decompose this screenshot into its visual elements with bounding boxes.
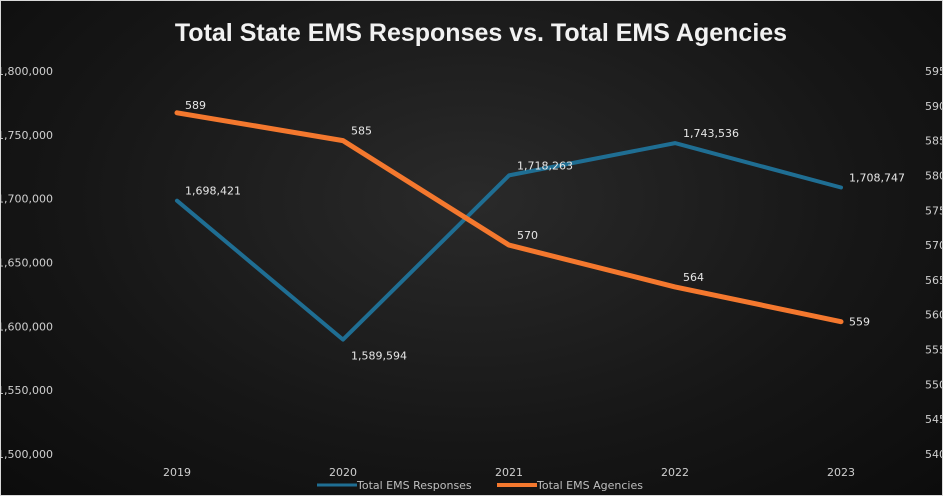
y-right-tick-label: 575 bbox=[925, 204, 943, 217]
y-right-tick-label: 560 bbox=[925, 309, 943, 322]
x-tick-label: 2023 bbox=[827, 466, 855, 479]
y-left-tick-label: 1,600,000 bbox=[1, 320, 53, 333]
y-right-tick-label: 555 bbox=[925, 344, 943, 357]
series-line-ems-responses bbox=[175, 141, 843, 342]
y-left-tick-label: 1,700,000 bbox=[1, 193, 53, 206]
data-label-ems-responses: 1,718,263 bbox=[517, 159, 573, 172]
y-left-tick-label: 1,750,000 bbox=[1, 129, 53, 142]
x-tick-label: 2022 bbox=[661, 466, 689, 479]
y-right-tick-label: 590 bbox=[925, 100, 943, 113]
series-line-ems-agencies bbox=[174, 110, 844, 325]
data-label-ems-responses: 1,698,421 bbox=[185, 185, 241, 198]
legend-label: Total EMS Agencies bbox=[536, 479, 643, 492]
data-label-ems-agencies: 559 bbox=[849, 316, 870, 329]
y-left-tick-label: 1,500,000 bbox=[1, 448, 53, 461]
data-label-ems-agencies: 570 bbox=[517, 229, 538, 242]
data-label-ems-agencies: 589 bbox=[185, 99, 206, 112]
y-right-tick-label: 580 bbox=[925, 169, 943, 182]
y-right-tick-label: 595 bbox=[925, 65, 943, 78]
data-label-ems-agencies: 564 bbox=[683, 271, 704, 284]
y-right-tick-label: 545 bbox=[925, 413, 943, 426]
data-label-ems-responses: 1,589,594 bbox=[351, 350, 407, 363]
legend-label: Total EMS Responses bbox=[356, 479, 472, 492]
x-tick-label: 2020 bbox=[329, 466, 357, 479]
data-label-ems-responses: 1,708,747 bbox=[849, 171, 905, 184]
y-right-tick-label: 550 bbox=[925, 378, 943, 391]
chart-title: Total State EMS Responses vs. Total EMS … bbox=[174, 19, 788, 47]
y-left-tick-label: 1,550,000 bbox=[1, 384, 53, 397]
y-right-tick-label: 585 bbox=[925, 135, 943, 148]
data-label-ems-responses: 1,743,536 bbox=[683, 127, 739, 140]
y-left-tick-label: 1,650,000 bbox=[1, 257, 53, 270]
y-left-tick-label: 1,800,000 bbox=[1, 65, 53, 78]
x-tick-label: 2021 bbox=[495, 466, 523, 479]
y-right-tick-label: 565 bbox=[925, 274, 943, 287]
y-right-tick-label: 570 bbox=[925, 239, 943, 252]
x-tick-label: 2019 bbox=[163, 466, 191, 479]
data-label-ems-agencies: 585 bbox=[351, 125, 372, 138]
y-right-tick-label: 540 bbox=[925, 448, 943, 461]
